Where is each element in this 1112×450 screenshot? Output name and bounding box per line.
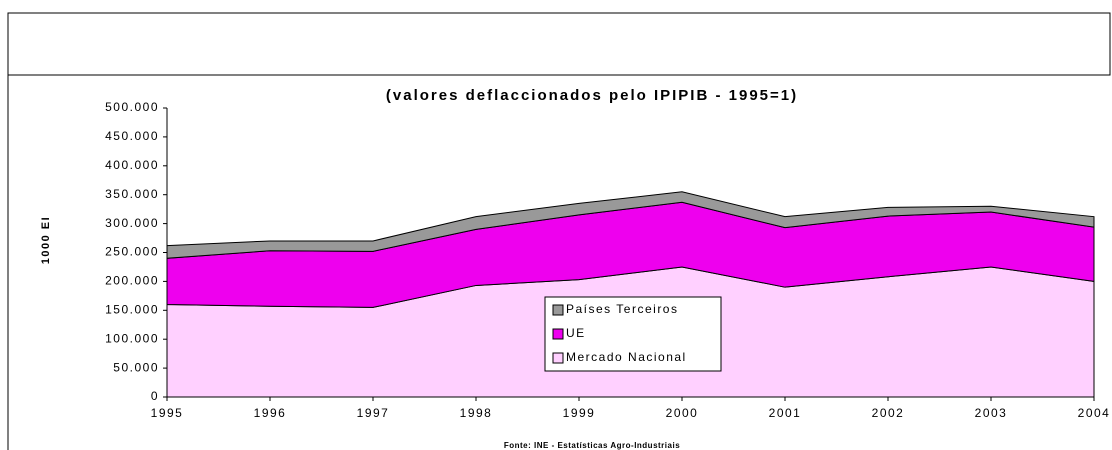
- header-box: [7, 12, 1111, 76]
- area: [166, 191, 1095, 259]
- legend-swatch: [552, 352, 564, 364]
- legend-label: Mercado Nacional: [566, 350, 687, 364]
- x-tick-label: 1996: [254, 406, 287, 420]
- x-tick-label: 1997: [357, 406, 390, 420]
- x-tick-label: 1998: [460, 406, 493, 420]
- y-tick-label: 350.000: [105, 187, 159, 201]
- y-tick-label: 400.000: [105, 158, 159, 172]
- x-tick-label: 2002: [872, 406, 905, 420]
- chart-title: (valores deflaccionados pelo IPIPIB - 19…: [386, 87, 798, 104]
- x-tick-label: 2004: [1078, 406, 1111, 420]
- legend-swatch: [552, 328, 564, 340]
- x-tick-label: 2000: [666, 406, 699, 420]
- y-tick-label: 0: [151, 389, 159, 403]
- y-tick-label: 250.000: [105, 245, 159, 259]
- legend-swatch: [552, 304, 564, 316]
- y-axis-title: 1000 EI: [40, 216, 52, 264]
- x-tick-label: 2003: [975, 406, 1008, 420]
- source: Fonte: INE - Estatísticas Agro-Industria…: [504, 441, 680, 450]
- y-tick-label: 500.000: [105, 100, 159, 114]
- y-tick-label: 150.000: [105, 302, 159, 316]
- legend-box: [544, 296, 722, 372]
- x-tick-label: 1995: [151, 406, 184, 420]
- y-tick-label: 100.000: [105, 331, 159, 345]
- y-tick-label: 450.000: [105, 129, 159, 143]
- x-tick-label: 2001: [769, 406, 802, 420]
- legend-label: Países Terceiros: [566, 302, 678, 316]
- y-tick-label: 200.000: [105, 274, 159, 288]
- legend-label: UE: [566, 326, 586, 340]
- y-tick-label: 50.000: [113, 360, 159, 374]
- y-tick-label: 300.000: [105, 216, 159, 230]
- x-tick-label: 1999: [563, 406, 596, 420]
